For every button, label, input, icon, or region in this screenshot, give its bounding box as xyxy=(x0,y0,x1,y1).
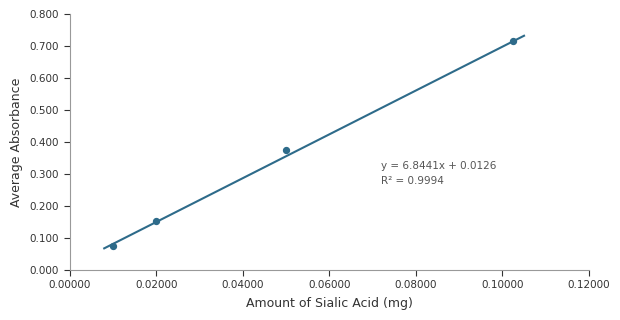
X-axis label: Amount of Sialic Acid (mg): Amount of Sialic Acid (mg) xyxy=(246,297,413,310)
Text: y = 6.8441x + 0.0126
R² = 0.9994: y = 6.8441x + 0.0126 R² = 0.9994 xyxy=(381,162,497,186)
Point xyxy=(508,39,518,44)
Point xyxy=(281,147,291,152)
Point xyxy=(151,218,161,223)
Point xyxy=(108,243,118,248)
Y-axis label: Average Absorbance: Average Absorbance xyxy=(10,77,23,206)
